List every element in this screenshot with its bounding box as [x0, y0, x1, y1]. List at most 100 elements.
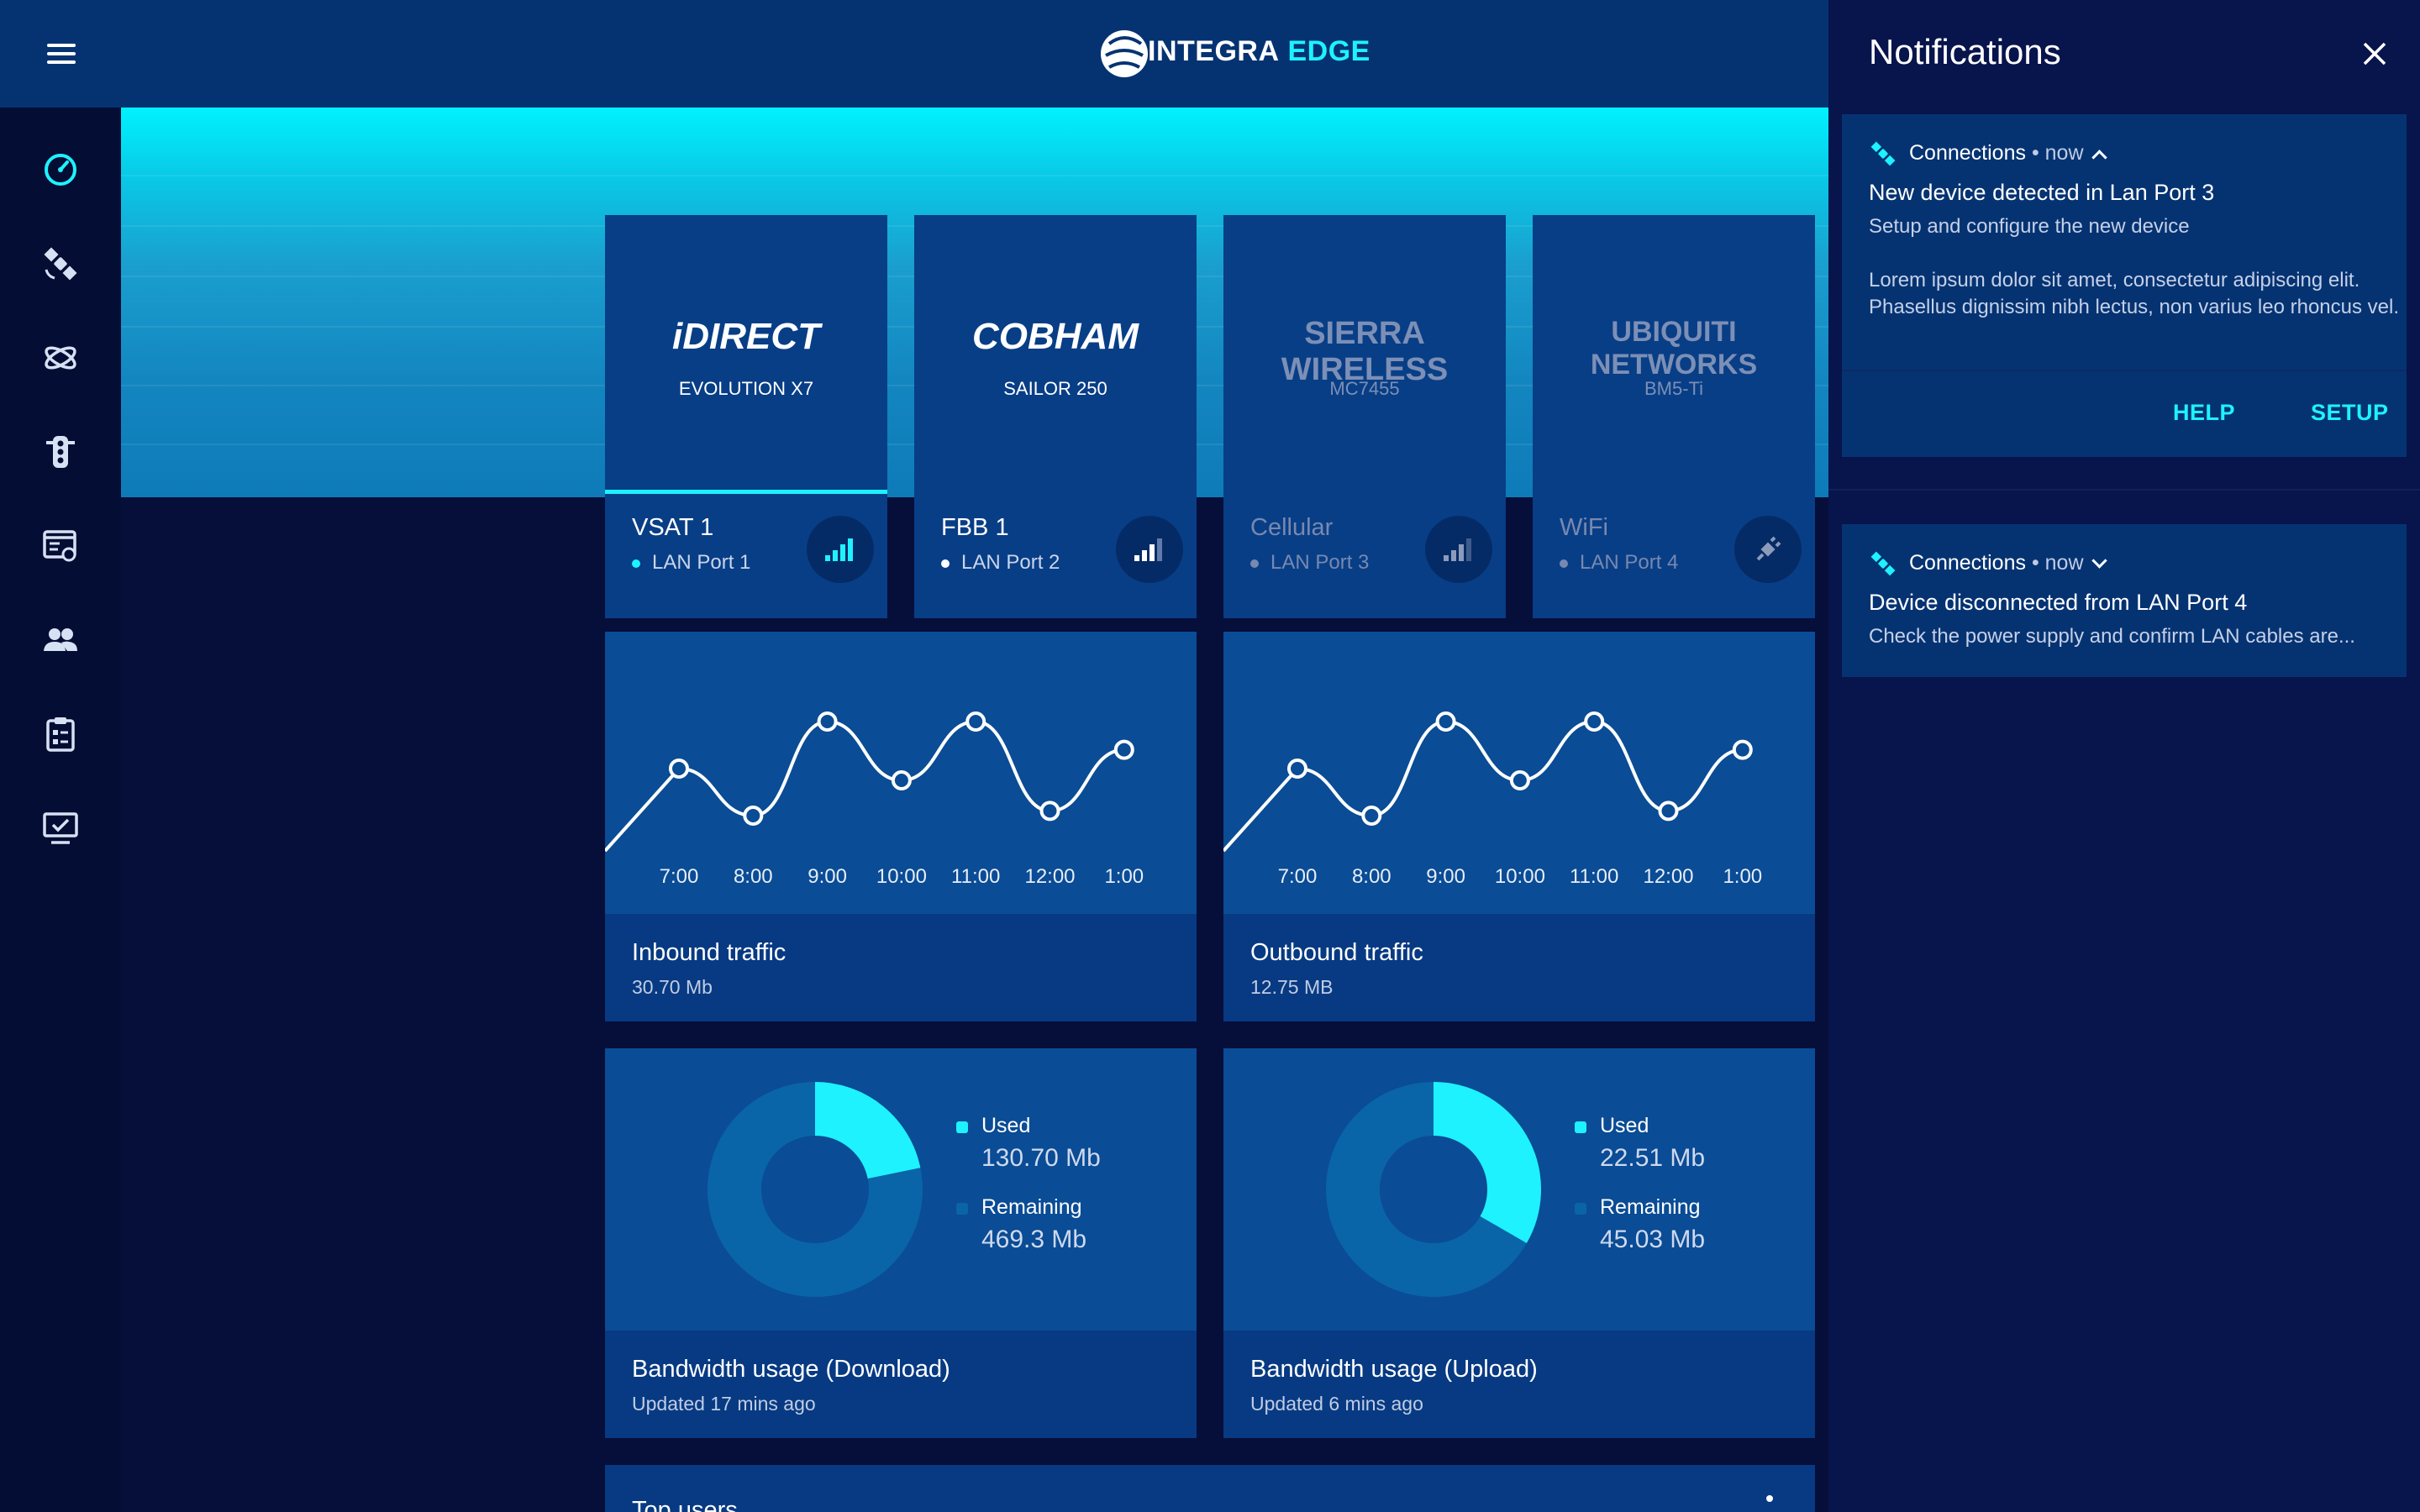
x-tick-label: 12:00	[1024, 865, 1076, 888]
outbound-traffic-chart	[1223, 711, 1753, 853]
legend-remaining-value: 45.03 Mb	[1600, 1226, 1706, 1253]
divider	[1828, 489, 2420, 491]
monitor-check-icon	[43, 812, 78, 844]
card-title: Bandwidth usage (Download)	[632, 1356, 950, 1383]
connection-port: LAN Port 3	[1270, 551, 1370, 574]
data-point[interactable]	[891, 770, 912, 790]
card-value: 30.70 Mb	[632, 976, 713, 998]
data-point[interactable]	[1658, 801, 1679, 822]
traffic-light-icon	[46, 436, 75, 468]
nav-monitor[interactable]	[37, 805, 84, 852]
donut-slice-used[interactable]	[1432, 1082, 1541, 1243]
nav-orbit[interactable]	[37, 334, 84, 381]
close-icon[interactable]	[2358, 37, 2391, 71]
device-model: SAILOR 250	[1003, 378, 1107, 399]
users-icon	[44, 628, 77, 651]
sidebar	[0, 108, 121, 1512]
notification-category: Connections	[1909, 141, 2026, 165]
dashboard-gauge-icon	[45, 154, 76, 186]
data-point[interactable]	[965, 711, 986, 732]
card-footer: Bandwidth usage (Upload) Updated 6 mins …	[1223, 1331, 1815, 1438]
upload-donut-chart	[1326, 1082, 1541, 1297]
connection-tile-wifi[interactable]: UBIQUITI NETWORKS BM5-Ti WiFi LAN Port 4	[1533, 215, 1815, 618]
legend-remaining-label: Remaining	[981, 1195, 1082, 1219]
x-tick-label: 7:00	[1277, 865, 1318, 888]
card-title: Top users	[632, 1497, 738, 1512]
connection-port: LAN Port 1	[652, 551, 751, 574]
data-point[interactable]	[1584, 711, 1605, 732]
notification-description: Setup and configure the new device	[1869, 215, 2190, 238]
data-point[interactable]	[1287, 759, 1307, 779]
chevron-up-icon[interactable]	[2091, 150, 2108, 165]
brand-logo: iDIRECT	[672, 316, 820, 357]
bandwidth-upload-card[interactable]: Used 22.51 Mb Remaining 45.03 Mb Bandwid…	[1223, 1048, 1815, 1438]
data-point[interactable]	[669, 759, 689, 779]
data-point[interactable]	[1509, 770, 1530, 790]
app-logo: INTEGRA EDGE	[1099, 25, 1370, 84]
chevron-down-icon[interactable]	[2091, 553, 2108, 569]
traffic-line	[1223, 719, 1743, 853]
orbit-icon	[45, 346, 76, 370]
x-tick-label: 9:00	[808, 865, 847, 888]
x-tick-label: 1:00	[1723, 865, 1763, 888]
donut-slice-used[interactable]	[813, 1082, 921, 1180]
nav-dashboard[interactable]	[37, 146, 84, 193]
nav-satellite[interactable]	[37, 240, 84, 287]
nav-settings-list[interactable]	[37, 522, 84, 570]
inbound-traffic-card[interactable]: Inbound traffic 30.70 Mb	[605, 632, 1197, 1021]
outbound-traffic-card[interactable]: Outbound traffic 12.75 MB	[1223, 632, 1815, 1021]
donut-slice-remaining[interactable]	[708, 1082, 923, 1297]
donut-slice-remaining[interactable]	[1326, 1082, 1527, 1297]
status-dot	[1560, 559, 1568, 568]
x-tick-label: 1:00	[1104, 865, 1144, 888]
notification-title: New device detected in Lan Port 3	[1869, 180, 2215, 205]
bandwidth-download-card[interactable]: Used 130.70 Mb Remaining 469.3 Mb Bandwi…	[605, 1048, 1197, 1438]
data-point[interactable]	[1435, 711, 1456, 732]
satellite-icon	[44, 247, 77, 281]
tile-top: UBIQUITI NETWORKS BM5-Ti	[1533, 215, 1815, 494]
notification-category: Connections	[1909, 551, 2026, 575]
data-point[interactable]	[743, 806, 764, 826]
card-value: 12.75 MB	[1250, 976, 1334, 998]
settings-list-icon	[43, 530, 76, 562]
connection-port: LAN Port 4	[1580, 551, 1679, 574]
x-tick-label: 10:00	[876, 865, 927, 888]
notification-header: Connections • now	[1909, 551, 2108, 575]
data-point[interactable]	[1039, 801, 1060, 822]
setup-button[interactable]: SETUP	[2311, 400, 2389, 425]
more-options-icon[interactable]	[1766, 1495, 1773, 1502]
x-tick-label: 10:00	[1494, 865, 1545, 888]
data-point[interactable]	[1113, 739, 1134, 760]
connection-tile-cellular[interactable]: SIERRA WIRELESS MC7455 Cellular LAN Port…	[1223, 215, 1506, 618]
card-footer: Bandwidth usage (Download) Updated 17 mi…	[605, 1331, 1197, 1438]
data-point[interactable]	[817, 711, 838, 732]
satellite-icon	[1870, 551, 1896, 576]
notification-item[interactable]: Connections • now New device detected in…	[1842, 114, 2407, 457]
connection-tile-vsat[interactable]: iDIRECT EVOLUTION X7 VSAT 1 LAN Port 1	[605, 215, 887, 618]
nav-clipboard[interactable]	[37, 711, 84, 758]
legend-used-value: 130.70 Mb	[981, 1144, 1101, 1172]
download-donut-chart	[708, 1082, 923, 1297]
notification-header: Connections • now	[1909, 141, 2108, 165]
data-point[interactable]	[1732, 739, 1753, 760]
x-tick-label: 12:00	[1643, 865, 1694, 888]
nav-users[interactable]	[37, 617, 84, 664]
hamburger-menu-icon[interactable]	[39, 37, 82, 71]
connection-name: WiFi	[1560, 514, 1608, 541]
status-dot	[1250, 559, 1259, 568]
legend-remaining-swatch	[956, 1203, 968, 1215]
status-dot	[632, 559, 640, 568]
connection-tile-fbb[interactable]: COBHAM SAILOR 250 FBB 1 LAN Port 2	[914, 215, 1197, 618]
notifications-panel: Notifications Connections • now New devi…	[1828, 0, 2420, 1512]
help-button[interactable]: HELP	[2173, 400, 2236, 425]
nav-traffic[interactable]	[37, 428, 84, 475]
data-point[interactable]	[1361, 806, 1382, 826]
satellite-icon	[1870, 141, 1896, 166]
x-tick-label: 9:00	[1426, 865, 1465, 888]
divider	[1842, 370, 2407, 371]
top-users-card[interactable]: Top users	[605, 1465, 1815, 1512]
connection-name: VSAT 1	[632, 514, 714, 541]
notification-item[interactable]: Connections • now Device disconnected fr…	[1842, 524, 2407, 677]
card-title: Bandwidth usage (Upload)	[1250, 1356, 1538, 1383]
card-footer: Outbound traffic 12.75 MB	[1223, 914, 1815, 1021]
